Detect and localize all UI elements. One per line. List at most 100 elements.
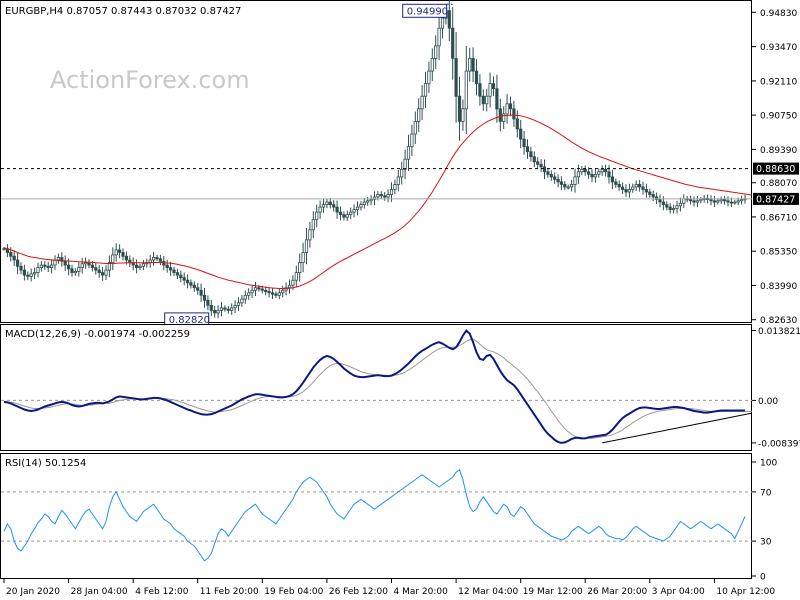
candle-body [359, 204, 363, 208]
candle-body [723, 199, 727, 202]
candle-body [559, 181, 564, 185]
candle-body [733, 201, 737, 204]
price-y-tick-label: 0.90750 [760, 112, 797, 122]
candle-body [485, 95, 489, 105]
candle-body [257, 287, 261, 290]
candle-body [355, 206, 360, 211]
candle-body [454, 58, 458, 97]
price-y-tick-label: 0.86710 [760, 213, 797, 223]
candle-body [576, 171, 581, 178]
price-hlines: 0.88630 0.87427 [1, 162, 799, 205]
candle-body [570, 183, 574, 188]
candle-body [665, 204, 669, 208]
candle-body [189, 282, 193, 286]
candle-body [155, 257, 159, 260]
candle-body [114, 249, 118, 256]
candle-body [655, 196, 659, 200]
candle-body [587, 171, 591, 175]
candle-body [50, 264, 54, 269]
extreme-annotation-box [402, 3, 448, 18]
candle-body [406, 146, 411, 160]
candle-body [430, 58, 434, 72]
candle-body [716, 200, 720, 203]
candle-body [678, 202, 683, 207]
rsi-y-tick-label: 70 [760, 488, 772, 498]
candle-body [277, 292, 281, 296]
candle-body [138, 265, 142, 268]
candle-body [199, 289, 203, 296]
candle-body [488, 83, 492, 97]
candle-body [342, 214, 346, 218]
x-axis-tick-label: 20 Jan 2020 [6, 587, 60, 597]
candle-body [590, 173, 594, 178]
macd-y-tick-label: -0.008397 [758, 439, 800, 449]
rsi-y-tick-label: 0 [760, 573, 766, 583]
candle-body [498, 108, 502, 122]
candle-body [226, 308, 230, 311]
candle-body [692, 200, 696, 203]
candle-body [481, 95, 485, 105]
candle-body [447, 10, 451, 29]
candle-body [29, 273, 33, 277]
candle-body [168, 267, 173, 271]
rsi-lines [1, 469, 752, 562]
candle-body [101, 272, 105, 276]
candle-body [600, 168, 604, 173]
candle-body [553, 176, 557, 180]
candle-body [240, 298, 244, 304]
watermark: ActionForex.com [50, 66, 250, 94]
candle-body [583, 168, 587, 173]
candle-body [440, 17, 445, 29]
candle-body [417, 108, 421, 122]
candle-body [546, 171, 550, 175]
candle-body [648, 191, 652, 195]
candle-body [393, 183, 397, 190]
candle-body [26, 274, 30, 277]
candle-body [39, 264, 44, 269]
candle-body [651, 194, 655, 198]
x-axis-tick-label: 10 Apr 12:00 [716, 587, 775, 597]
candle-body [434, 45, 438, 59]
candle-body [379, 194, 383, 197]
candle-body [539, 163, 543, 168]
candle-body [542, 166, 547, 173]
candle-body [376, 194, 380, 198]
candle-body [675, 205, 679, 209]
candle-body [247, 292, 251, 296]
candle-body [19, 265, 23, 271]
candle-body [420, 95, 424, 110]
candle-body [695, 200, 700, 203]
candle-body [366, 200, 370, 203]
x-axis-tick-label: 4 Mar 20:00 [394, 587, 449, 597]
candle-body [250, 289, 254, 294]
candle-body [185, 279, 190, 284]
candle-body [134, 264, 139, 269]
price-y-axis: 0.94830 0.93470 0.92110 0.90750 0.89390 0.880… [752, 9, 797, 326]
price-ma-line-group [3, 114, 752, 289]
candle-body [617, 183, 621, 188]
candle-body [213, 309, 217, 314]
candle-body [264, 289, 268, 292]
candle-body [658, 199, 662, 203]
candle-body [563, 183, 567, 188]
candle-body [522, 138, 526, 148]
candle-body [699, 199, 703, 202]
x-axis: 20 Jan 2020 28 Jan 04:00 4 Feb 12:00 11 Feb… [3, 579, 775, 597]
price-candles [2, 0, 747, 319]
candle-body [94, 267, 98, 271]
candle-body [386, 194, 390, 198]
candle-body [73, 270, 77, 274]
rsi-panel-frame [0, 453, 752, 579]
macd-header: MACD(12,26,9) -0.001974 -0.002259 [5, 329, 190, 340]
price-y-tick-label: 0.85350 [760, 248, 797, 258]
x-axis-tick-label: 26 Feb 12:00 [329, 587, 388, 597]
candle-body [515, 118, 519, 130]
macd-lines [1, 329, 753, 444]
candle-body [301, 252, 305, 264]
candle-body [15, 259, 20, 267]
candle-body [369, 199, 373, 202]
candle-body [423, 83, 428, 97]
candle-body [491, 83, 496, 89]
extreme-annotation-label: 0.82820 [169, 315, 210, 326]
candle-body [593, 173, 598, 178]
